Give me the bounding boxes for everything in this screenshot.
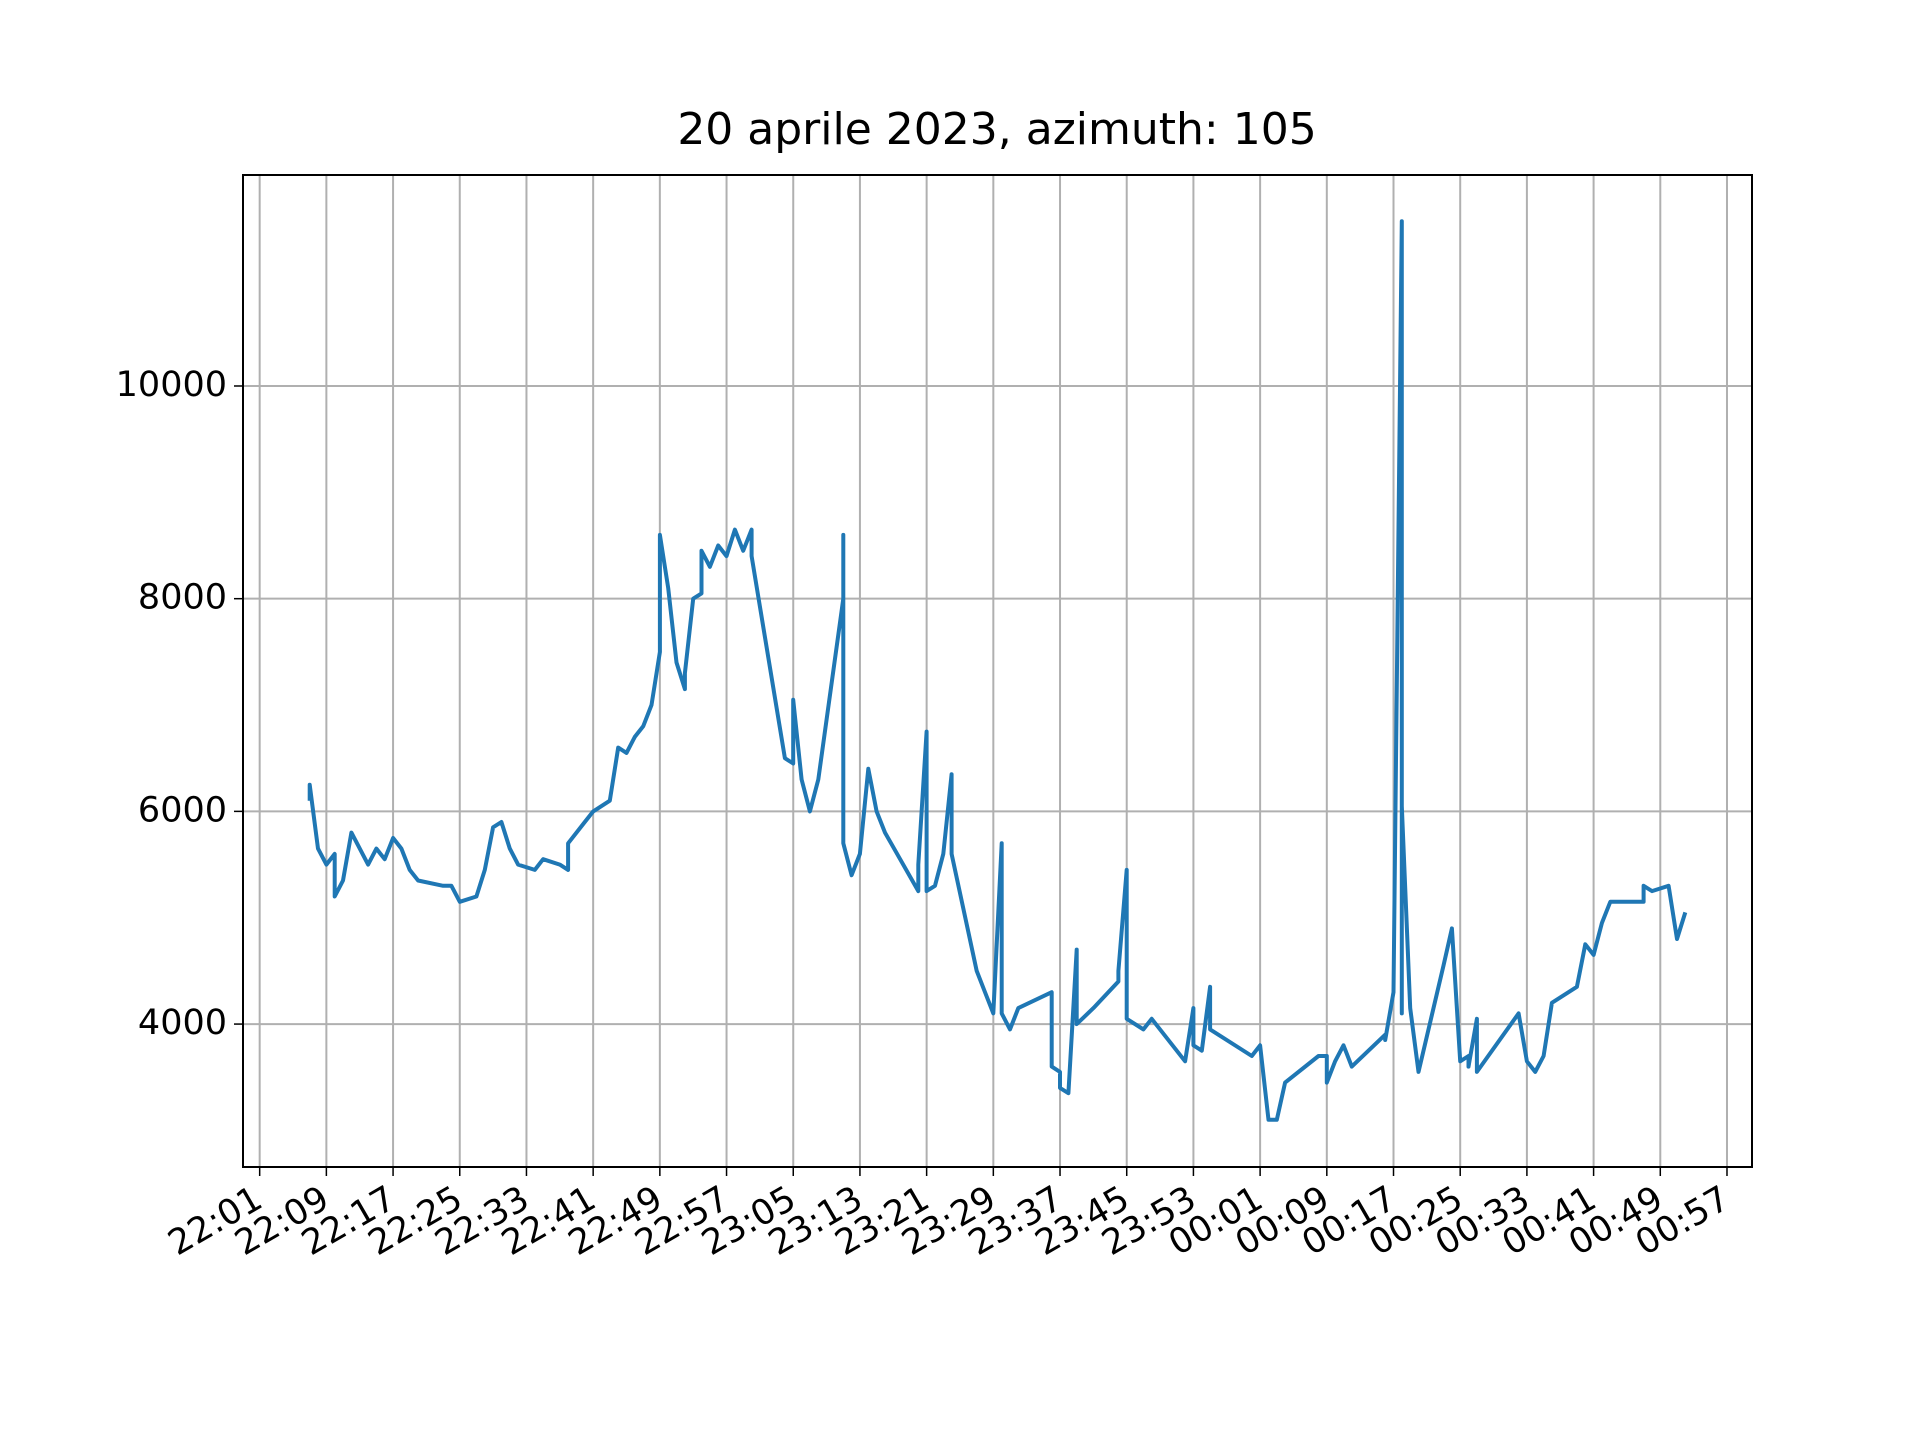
y-tick-label: 6000 bbox=[138, 790, 227, 830]
y-tick-label: 8000 bbox=[138, 578, 227, 618]
y-tick-label: 4000 bbox=[138, 1003, 227, 1043]
chart-title: 20 aprile 2023, azimuth: 105 bbox=[677, 104, 1316, 155]
line bbox=[307, 219, 1688, 1122]
plot-frame bbox=[242, 174, 1753, 1168]
y-tick-label: 10000 bbox=[116, 365, 227, 405]
